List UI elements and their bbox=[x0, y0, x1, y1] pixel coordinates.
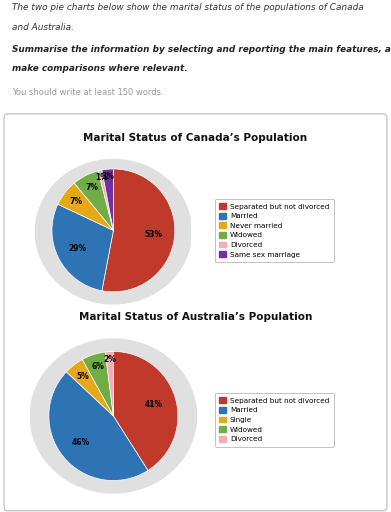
FancyBboxPatch shape bbox=[4, 114, 387, 511]
Text: 41%: 41% bbox=[145, 400, 163, 409]
Wedge shape bbox=[83, 352, 113, 416]
Text: 6%: 6% bbox=[91, 362, 104, 371]
Text: Marital Status of Canada’s Population: Marital Status of Canada’s Population bbox=[83, 133, 308, 143]
Text: Marital Status of Australia’s Population: Marital Status of Australia’s Population bbox=[79, 312, 312, 323]
Wedge shape bbox=[74, 171, 113, 230]
Text: 7%: 7% bbox=[85, 183, 98, 192]
Text: The two pie charts below show the marital status of the populations of Canada: The two pie charts below show the marita… bbox=[12, 4, 364, 12]
Wedge shape bbox=[52, 204, 113, 291]
Text: 2%: 2% bbox=[103, 355, 116, 364]
Wedge shape bbox=[49, 372, 148, 480]
Ellipse shape bbox=[30, 339, 197, 493]
Text: 46%: 46% bbox=[72, 438, 90, 447]
Ellipse shape bbox=[35, 159, 192, 304]
Wedge shape bbox=[98, 170, 113, 230]
Wedge shape bbox=[102, 169, 175, 292]
Text: 53%: 53% bbox=[144, 230, 162, 239]
Wedge shape bbox=[105, 352, 113, 416]
Legend: Separated but not divorced, Married, Never married, Widowed, Divorced, Same sex : Separated but not divorced, Married, Nev… bbox=[215, 199, 334, 262]
Text: 3%: 3% bbox=[102, 172, 115, 181]
Wedge shape bbox=[113, 352, 178, 471]
Wedge shape bbox=[66, 359, 113, 416]
Text: 5%: 5% bbox=[76, 372, 89, 381]
Text: and Australia.: and Australia. bbox=[12, 23, 74, 32]
Text: 1%: 1% bbox=[95, 173, 108, 182]
Wedge shape bbox=[102, 169, 113, 230]
Text: make comparisons where relevant.: make comparisons where relevant. bbox=[12, 64, 187, 73]
Text: You should write at least 150 words.: You should write at least 150 words. bbox=[12, 88, 163, 97]
Text: Summarise the information by selecting and reporting the main features, and: Summarise the information by selecting a… bbox=[12, 45, 391, 54]
Legend: Separated but not divorced, Married, Single, Widowed, Divorced: Separated but not divorced, Married, Sin… bbox=[215, 393, 334, 446]
Wedge shape bbox=[58, 183, 113, 230]
Text: 7%: 7% bbox=[69, 197, 82, 205]
Text: 29%: 29% bbox=[69, 244, 87, 253]
